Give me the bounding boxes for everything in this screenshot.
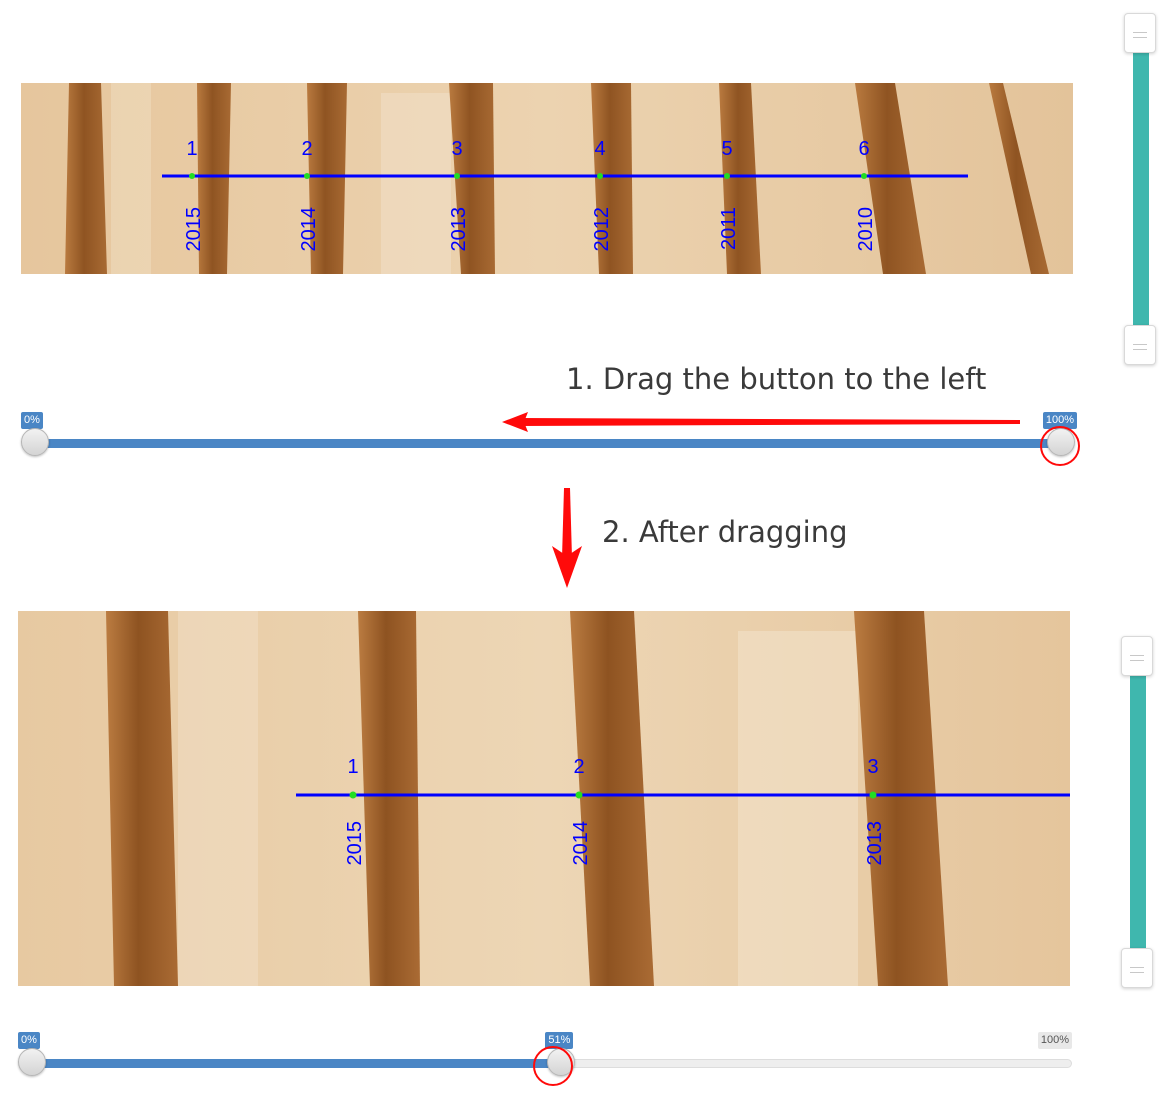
ring-marker-dot-bottom[interactable] (869, 791, 877, 799)
measurement-markers-top: 1 2015 2 2014 3 2013 4 2012 5 2011 6 2010 (162, 138, 968, 252)
ring-year-top: 2013 (448, 207, 470, 252)
zoom-slider-fill-bottom (32, 1059, 562, 1068)
ring-year-top: 2014 (298, 207, 320, 252)
vertical-slider-track-top (1133, 33, 1149, 348)
vertical-slider-track-bottom (1130, 656, 1146, 968)
highlight-circle-top (1040, 426, 1080, 466)
down-arrow-icon (552, 488, 582, 588)
vertical-range-slider-bottom[interactable] (1118, 636, 1158, 988)
ring-number-top: 4 (594, 138, 605, 160)
zoom-min-handle-bottom[interactable] (18, 1048, 46, 1076)
ring-marker-dot-top[interactable] (304, 173, 310, 179)
vertical-slider-lower-handle-bottom[interactable] (1121, 948, 1153, 988)
ring-number-top: 3 (451, 138, 462, 160)
core-image-panel-bottom[interactable]: 1 2015 2 2014 3 2013 (18, 611, 1070, 986)
zoom-slider-top[interactable]: 0% 100% (21, 412, 1081, 456)
ring-marker-dot-top[interactable] (189, 173, 195, 179)
ring-marker-dot-bottom[interactable] (575, 791, 583, 799)
core-image-top: 1 2015 2 2014 3 2013 4 2012 5 2011 6 2010 (21, 83, 1073, 274)
ring-marker-dot-bottom[interactable] (349, 791, 357, 799)
ring-marker-dot-top[interactable] (454, 173, 460, 179)
vertical-slider-upper-handle-top[interactable] (1124, 13, 1156, 53)
zoom-min-label-bottom: 0% (18, 1032, 40, 1049)
ring-number-top: 5 (721, 138, 732, 160)
vertical-range-slider-top[interactable] (1121, 13, 1161, 368)
zoom-value-label-bottom: 51% (545, 1032, 574, 1049)
ring-number-top: 2 (301, 138, 312, 160)
vertical-slider-lower-handle-top[interactable] (1124, 325, 1156, 365)
ring-year-top: 2015 (183, 207, 205, 252)
ring-number-top: 6 (858, 138, 869, 160)
step2-caption: 2. After dragging (602, 515, 848, 549)
highlight-circle-bottom (533, 1046, 573, 1086)
ring-year-top: 2010 (855, 207, 877, 252)
measurement-markers-bottom: 1 2015 2 2014 3 2013 (296, 756, 1070, 866)
ring-number-bottom: 2 (573, 756, 584, 778)
ring-year-top: 2011 (718, 207, 740, 250)
ring-marker-dot-top[interactable] (597, 173, 603, 179)
ring-year-top: 2012 (591, 207, 613, 252)
ring-number-top: 1 (186, 138, 197, 160)
vertical-slider-upper-handle-bottom[interactable] (1121, 636, 1153, 676)
ring-marker-dot-top[interactable] (724, 173, 730, 179)
left-arrow-icon (502, 412, 1020, 432)
core-image-panel-top[interactable]: 1 2015 2 2014 3 2013 4 2012 5 2011 6 2010 (21, 83, 1073, 274)
ring-marker-dot-top[interactable] (861, 173, 867, 179)
ring-year-bottom: 2013 (864, 821, 886, 866)
zoom-slider-fill-top (35, 439, 1061, 448)
step1-caption: 1. Drag the button to the left (566, 362, 987, 396)
zoom-max-label-bottom: 100% (1037, 1032, 1072, 1049)
ring-number-bottom: 1 (347, 756, 358, 778)
zoom-min-handle-top[interactable] (21, 428, 49, 456)
ring-year-bottom: 2014 (570, 821, 592, 866)
core-image-bottom: 1 2015 2 2014 3 2013 (18, 611, 1070, 986)
zoom-min-label-top: 0% (21, 412, 43, 429)
ring-year-bottom: 2015 (344, 821, 366, 866)
ring-number-bottom: 3 (867, 756, 878, 778)
zoom-max-label-top: 100% (1042, 412, 1077, 429)
